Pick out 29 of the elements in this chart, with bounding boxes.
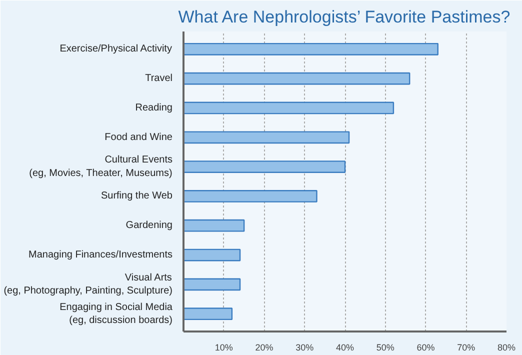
bar xyxy=(184,190,318,202)
y-tick-label: Food and Wine xyxy=(104,132,173,143)
bar xyxy=(184,42,438,56)
bar xyxy=(184,131,350,144)
y-tick-label: Gardening xyxy=(126,220,173,232)
x-tick-label: 50% xyxy=(376,342,394,352)
y-tick-label: Reading xyxy=(135,102,173,114)
y-tick-label: Travel xyxy=(145,73,173,84)
bar xyxy=(184,248,241,262)
x-tick-label: 80% xyxy=(497,342,516,352)
y-tick-label: Visual Arts (eg, Photography, Painting, Sculpture) xyxy=(4,272,173,297)
x-tick-label: 40% xyxy=(336,342,354,352)
x-tick-label: 20% xyxy=(255,342,274,352)
y-tick-label: Cultural Events (eg, Movies, Theater, Museums) xyxy=(29,154,173,179)
bar xyxy=(184,72,410,85)
y-tick-label: Managing Finances/Investments xyxy=(28,250,173,261)
y-tick-label: Exercise/Physical Activity xyxy=(60,44,172,55)
bar xyxy=(184,278,241,291)
chart-title: What Are Nephrologists’ Favorite Pastimes? xyxy=(178,8,510,26)
x-tick-label: 60% xyxy=(416,342,435,352)
x-tick-label: 70% xyxy=(457,342,476,352)
bar xyxy=(184,102,394,114)
x-tick-label: 30% xyxy=(296,342,314,352)
bar xyxy=(184,160,346,173)
y-tick-label: Engaging in Social Media (eg, discussion boards) xyxy=(60,302,173,326)
x-tick-label: 10% xyxy=(214,342,233,352)
bar xyxy=(184,219,245,232)
y-tick-label: Surfing the Web xyxy=(100,190,173,202)
bar xyxy=(184,308,233,320)
